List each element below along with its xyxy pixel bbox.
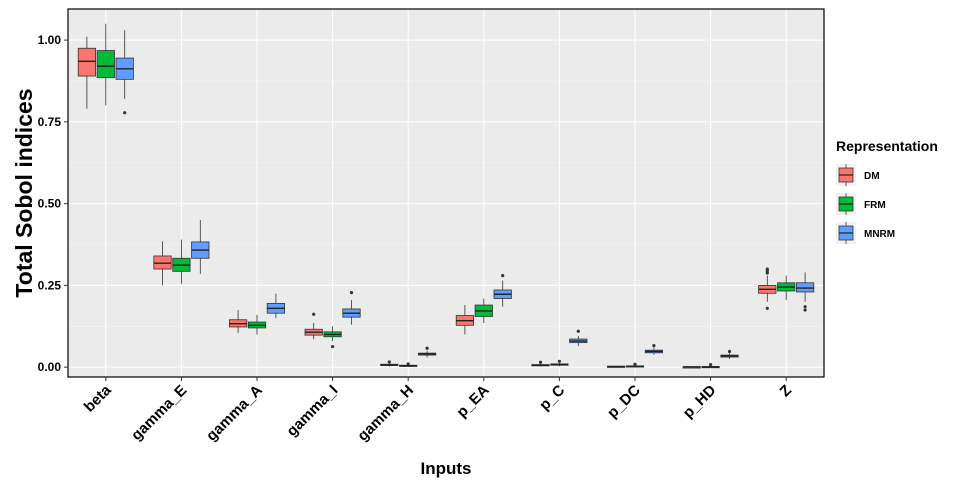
- legend-item-mnrm: MNRM: [836, 222, 895, 244]
- box-dm-gamma_a: [229, 309, 248, 333]
- box-mnrm-gamma_h: [418, 346, 437, 358]
- box-frm-gamma_e: [172, 239, 191, 284]
- box-outlier: [633, 362, 637, 366]
- y-tick-label: 0.00: [38, 360, 62, 374]
- x-tick-label: p_C: [536, 382, 568, 414]
- box-outlier: [501, 273, 505, 278]
- legend-label: DM: [864, 171, 880, 182]
- box-mnrm-p_c: [569, 329, 588, 346]
- box-frm-p_dc: [625, 362, 645, 368]
- box-outlier: [312, 312, 316, 316]
- box-outlier: [123, 111, 127, 115]
- box-outlier: [803, 308, 807, 312]
- x-tick-label: gamma_H: [354, 382, 417, 445]
- x-tick-label: gamma_A: [203, 382, 266, 445]
- y-tick-label: 0.75: [38, 115, 62, 129]
- legend-item-dm: DM: [836, 164, 880, 186]
- legend-label: MNRM: [864, 229, 895, 240]
- box-body: [96, 50, 115, 79]
- box-outlier: [765, 267, 769, 271]
- box-frm-gamma_h: [399, 362, 418, 367]
- x-axis-title: Inputs: [421, 459, 472, 478]
- x-tick-label: p_HD: [680, 382, 720, 422]
- x-tick-label: p_DC: [604, 382, 644, 422]
- box-dm-p_c: [531, 360, 550, 367]
- y-axis: 0.00 0.25 0.50 0.75 1.00: [38, 33, 68, 374]
- box-dm-p_ea: [455, 305, 474, 335]
- box-outlier: [538, 360, 543, 364]
- box-outlier: [576, 329, 580, 333]
- box-dm-gamma_e: [153, 241, 172, 286]
- x-axis: beta gamma_E gamma_A gamma_I gamma_H p_EA p_C p…: [81, 377, 795, 445]
- box-outlier: [803, 305, 807, 309]
- box-outlier: [349, 291, 354, 295]
- x-tick-label: gamma_I: [283, 382, 341, 440]
- box-dm-p_hd: [682, 366, 701, 369]
- box-frm-beta: [96, 23, 115, 106]
- box-mnrm-gamma_a: [266, 293, 285, 319]
- box-frm-gamma_a: [247, 314, 267, 335]
- grid-lines: [68, 9, 824, 377]
- y-tick-label: 0.50: [38, 197, 62, 211]
- box-dm-z: [758, 267, 777, 310]
- box-mnrm-gamma_e: [191, 219, 210, 274]
- box-dm-gamma_h: [380, 360, 399, 367]
- legend-item-frm: FRM: [836, 193, 886, 215]
- box-frm-z: [777, 275, 796, 301]
- box-outlier: [709, 362, 713, 367]
- box-outlier: [425, 346, 429, 350]
- box-frm-p_hd: [701, 362, 720, 369]
- box-outlier: [557, 359, 562, 363]
- box-outlier: [765, 306, 769, 310]
- box-dm-gamma_i: [304, 312, 323, 340]
- x-tick-label: p_EA: [453, 382, 492, 421]
- plot-panel: [68, 9, 824, 377]
- box-dm-p_dc: [607, 365, 626, 368]
- box-mnrm-z: [796, 272, 815, 312]
- box-outlier: [331, 344, 335, 349]
- x-tick-label: beta: [81, 381, 115, 415]
- box-outlier: [765, 271, 769, 275]
- legend-label: FRM: [864, 200, 886, 211]
- box-outlier: [727, 349, 732, 354]
- box-mnrm-gamma_i: [342, 291, 361, 325]
- y-axis-title: Total Sobol indices: [11, 88, 37, 297]
- box-outlier: [387, 360, 391, 364]
- box-mnrm-beta: [115, 30, 134, 115]
- y-tick-label: 0.25: [38, 278, 62, 292]
- x-tick-label: gamma_E: [128, 382, 190, 444]
- box-mnrm-p_dc: [644, 343, 663, 355]
- box-groups: [77, 23, 815, 369]
- box-outlier: [406, 362, 410, 366]
- box-dm-beta: [77, 36, 96, 109]
- plot-border: [67, 8, 825, 378]
- box-frm-gamma_i: [323, 326, 342, 349]
- box-mnrm-p_hd: [720, 349, 739, 360]
- box-body: [77, 47, 96, 77]
- x-tick-label: Z: [777, 382, 796, 401]
- box-outlier: [652, 343, 656, 348]
- legend: Representation DM FRM MNRM: [836, 138, 938, 244]
- legend-title: Representation: [836, 138, 938, 154]
- box-mnrm-p_ea: [493, 273, 512, 307]
- box-frm-p_c: [550, 359, 569, 367]
- y-tick-label: 1.00: [38, 33, 62, 47]
- box-frm-p_ea: [474, 298, 493, 324]
